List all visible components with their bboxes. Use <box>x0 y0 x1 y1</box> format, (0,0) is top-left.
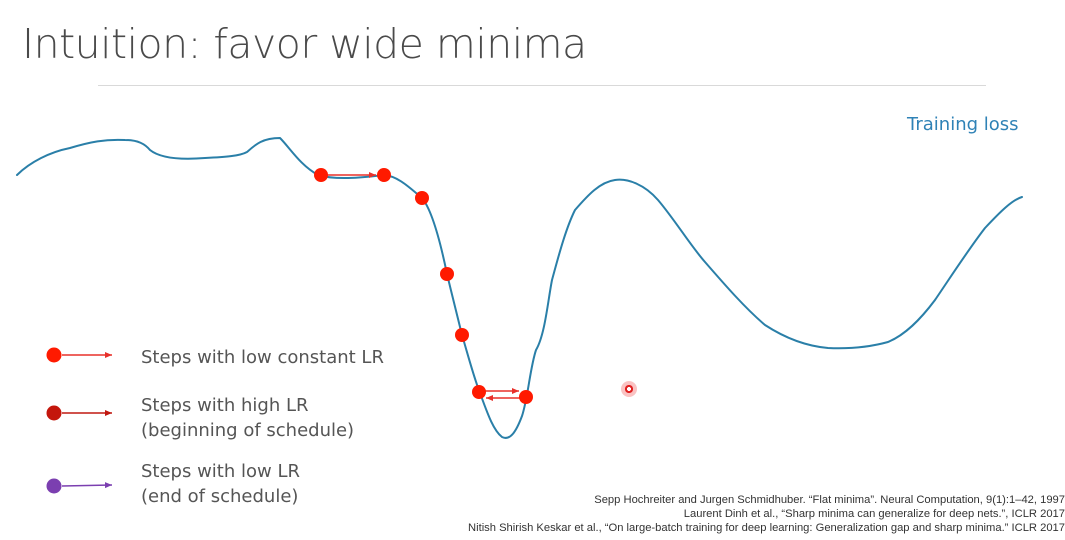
reference-item: Nitish Shirish Keskar et al., “On large-… <box>468 522 1065 534</box>
references: Sepp Hochreiter and Jurgen Schmidhuber. … <box>425 493 1065 535</box>
legend-label: Steps with low LR <box>141 461 300 482</box>
legend-sublabel: (beginning of schedule) <box>141 420 355 441</box>
step-dot <box>455 328 469 342</box>
legend-label: Steps with low constant LR <box>141 347 384 368</box>
legend-item-low-constant-lr: Steps with low constant LR <box>141 345 384 370</box>
legend-sublabel: (end of schedule) <box>141 486 299 507</box>
pointer-cursor-icon <box>621 381 637 397</box>
step-dot <box>519 390 533 404</box>
step-dot <box>377 168 391 182</box>
step-dot <box>415 191 429 205</box>
slide-title: Intuition: favor wide minima <box>22 20 587 68</box>
training-loss-label: Training loss <box>907 114 1019 135</box>
step-dot <box>440 267 454 281</box>
reference-item: Sepp Hochreiter and Jurgen Schmidhuber. … <box>594 494 1065 506</box>
step-dot <box>472 385 486 399</box>
title-divider <box>98 85 986 86</box>
legend-marker-low-lr <box>46 478 113 494</box>
legend-marker-high-lr <box>46 405 112 421</box>
legend-item-high-lr: Steps with high LR (beginning of schedul… <box>141 393 354 443</box>
legend-marker-low-constant-lr <box>46 347 112 363</box>
reference-item: Laurent Dinh et al., “Sharp minima can g… <box>683 508 1065 520</box>
legend-item-low-lr: Steps with low LR (end of schedule) <box>141 459 300 509</box>
legend-label: Steps with high LR <box>141 395 309 416</box>
step-dot <box>314 168 328 182</box>
training-loss-curve <box>16 137 1023 439</box>
